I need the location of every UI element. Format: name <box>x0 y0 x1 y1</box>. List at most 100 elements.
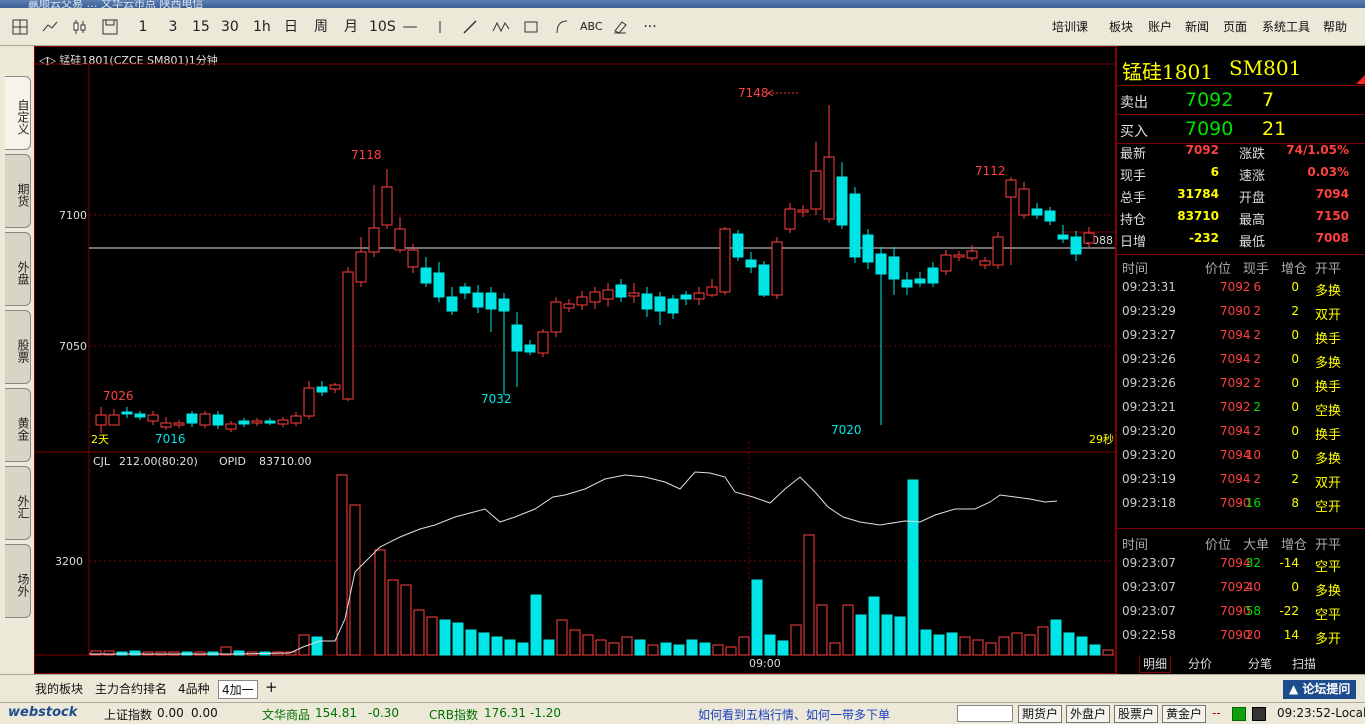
forum-button[interactable]: ▲ 论坛提问 <box>1283 680 1357 699</box>
period-15m[interactable]: 15 <box>192 19 210 35</box>
vertical-line-icon[interactable] <box>432 16 448 38</box>
line-chart-icon[interactable] <box>42 16 58 38</box>
stat-value: -232 <box>1188 231 1219 245</box>
period-1h[interactable]: 1h <box>253 19 271 35</box>
row-price: 7090 <box>1220 628 1251 642</box>
tab-custom[interactable]: 自定义 <box>5 76 31 150</box>
add-tab-icon[interactable]: + <box>265 678 278 696</box>
volume-bar <box>426 616 438 656</box>
volume-bar <box>790 624 802 656</box>
volume-bar <box>311 636 323 656</box>
period-30m[interactable]: 30 <box>221 19 239 35</box>
period-10s[interactable]: 10S <box>369 19 396 35</box>
row-kind: 多换 <box>1315 584 1342 599</box>
stat-value: 7008 <box>1315 231 1349 245</box>
tab-forex[interactable]: 外汇 <box>5 466 31 540</box>
menu-training[interactable]: 培训课 <box>1052 20 1089 34</box>
tab-gold[interactable]: 黄金 <box>5 388 31 462</box>
menu-news[interactable]: 新闻 <box>1185 20 1210 34</box>
eraser-icon[interactable] <box>612 16 628 38</box>
marquee-link[interactable]: 如何看到五档行情、如何一带多下单 <box>698 708 891 722</box>
tab-ticks[interactable]: 分笔 <box>1248 657 1273 671</box>
tab-foreign-market[interactable]: 外盘 <box>5 232 31 306</box>
candle <box>940 254 952 272</box>
arc-icon[interactable] <box>553 16 569 38</box>
candle <box>1005 179 1017 198</box>
btn-futures-account[interactable]: 期货户 <box>1018 705 1063 723</box>
tab-my-sectors[interactable]: 我的板块 <box>35 682 84 696</box>
volume-bar <box>90 650 102 656</box>
rectangle-icon[interactable] <box>523 16 539 38</box>
grid-icon[interactable] <box>12 16 28 38</box>
row-price: 7094 <box>1220 352 1251 366</box>
volume-bar <box>894 616 906 656</box>
period-1m[interactable]: 1 <box>138 19 148 35</box>
candle <box>732 233 744 258</box>
trend-line-icon[interactable] <box>462 16 478 38</box>
ask-label: 卖出 <box>1120 95 1148 111</box>
volume-bar <box>465 629 477 656</box>
horizontal-line-icon[interactable] <box>402 16 418 38</box>
tab-price-dist[interactable]: 分价 <box>1188 657 1213 671</box>
tab-futures[interactable]: 期货 <box>5 154 31 228</box>
volume-bar <box>673 644 685 656</box>
save-icon[interactable] <box>102 16 118 38</box>
candle <box>654 296 666 312</box>
chart-svg[interactable]: 7100 7050 7088 3200 7148 7118 7112 7032 … <box>35 47 1115 673</box>
menu-help[interactable]: 帮助 <box>1323 20 1348 34</box>
idx-crb-name[interactable]: CRB指数 <box>429 708 478 722</box>
row-price: 7090 <box>1220 604 1251 618</box>
row-oi-change: -14 <box>1279 556 1299 570</box>
btn-gold-account[interactable]: 黄金户 <box>1162 705 1207 723</box>
more-tools[interactable]: ··· <box>643 19 657 35</box>
stat-value: 0.03% <box>1307 165 1349 179</box>
row-kind: 换手 <box>1315 428 1342 443</box>
candle <box>472 292 484 308</box>
candle <box>368 227 380 253</box>
row-time: 09:23:20 <box>1122 448 1176 462</box>
menu-system-tools[interactable]: 系统工具 <box>1262 20 1311 34</box>
menu-page[interactable]: 页面 <box>1223 20 1248 34</box>
period-week[interactable]: 周 <box>314 19 328 35</box>
tab-4-varieties[interactable]: 4品种 <box>178 682 210 696</box>
tab-detail[interactable]: 明细 <box>1139 655 1172 673</box>
volume-bar <box>504 639 516 656</box>
candle <box>849 193 861 258</box>
btn-foreign-account[interactable]: 外盘户 <box>1066 705 1111 723</box>
volume-bar <box>452 622 464 656</box>
list-header: 增仓 <box>1281 262 1308 277</box>
row-time: 09:23:29 <box>1122 304 1176 318</box>
period-3m[interactable]: 3 <box>168 19 178 35</box>
idx-sh-name[interactable]: 上证指数 <box>104 708 153 722</box>
tab-otc[interactable]: 场外 <box>5 544 31 618</box>
bid-row: 买入 7090 21 <box>1117 116 1365 144</box>
tab-4-plus-1[interactable]: 4加一 <box>218 680 258 699</box>
menu-account[interactable]: 账户 <box>1148 20 1173 34</box>
menu-sectors[interactable]: 板块 <box>1109 20 1134 34</box>
account-input[interactable] <box>957 705 1013 722</box>
row-time: 09:23:26 <box>1122 352 1176 366</box>
idx-wh-name[interactable]: 文华商品 <box>262 708 311 722</box>
y-tick-7050: 7050 <box>59 340 87 353</box>
zigzag-icon[interactable] <box>492 16 510 38</box>
period-day[interactable]: 日 <box>284 19 298 35</box>
row-price: 7094 <box>1220 472 1251 486</box>
candle <box>628 292 640 297</box>
tab-scan[interactable]: 扫描 <box>1292 657 1317 671</box>
volume-bar <box>439 619 451 656</box>
row-time: 09:23:26 <box>1122 376 1176 390</box>
btn-stock-account[interactable]: 股票户 <box>1114 705 1159 723</box>
volume-bar <box>336 474 348 656</box>
candlestick-icon[interactable] <box>72 16 88 38</box>
corner-flag-icon <box>1356 74 1365 84</box>
candle <box>264 420 276 424</box>
text-tool[interactable]: ABC <box>580 20 603 33</box>
row-oi-change: 0 <box>1291 352 1299 366</box>
period-month[interactable]: 月 <box>344 19 358 35</box>
span-label: 2天 <box>91 433 109 446</box>
tab-main-ranking[interactable]: 主力合约排名 <box>95 682 168 696</box>
tab-stocks[interactable]: 股票 <box>5 310 31 384</box>
volume-bar <box>220 646 232 656</box>
chart-panel[interactable]: ◁▷ 锰硅1801(CZCE SM801)1分钟 7100 7050 7088 … <box>34 46 1116 674</box>
row-oi-change: 8 <box>1291 496 1299 510</box>
